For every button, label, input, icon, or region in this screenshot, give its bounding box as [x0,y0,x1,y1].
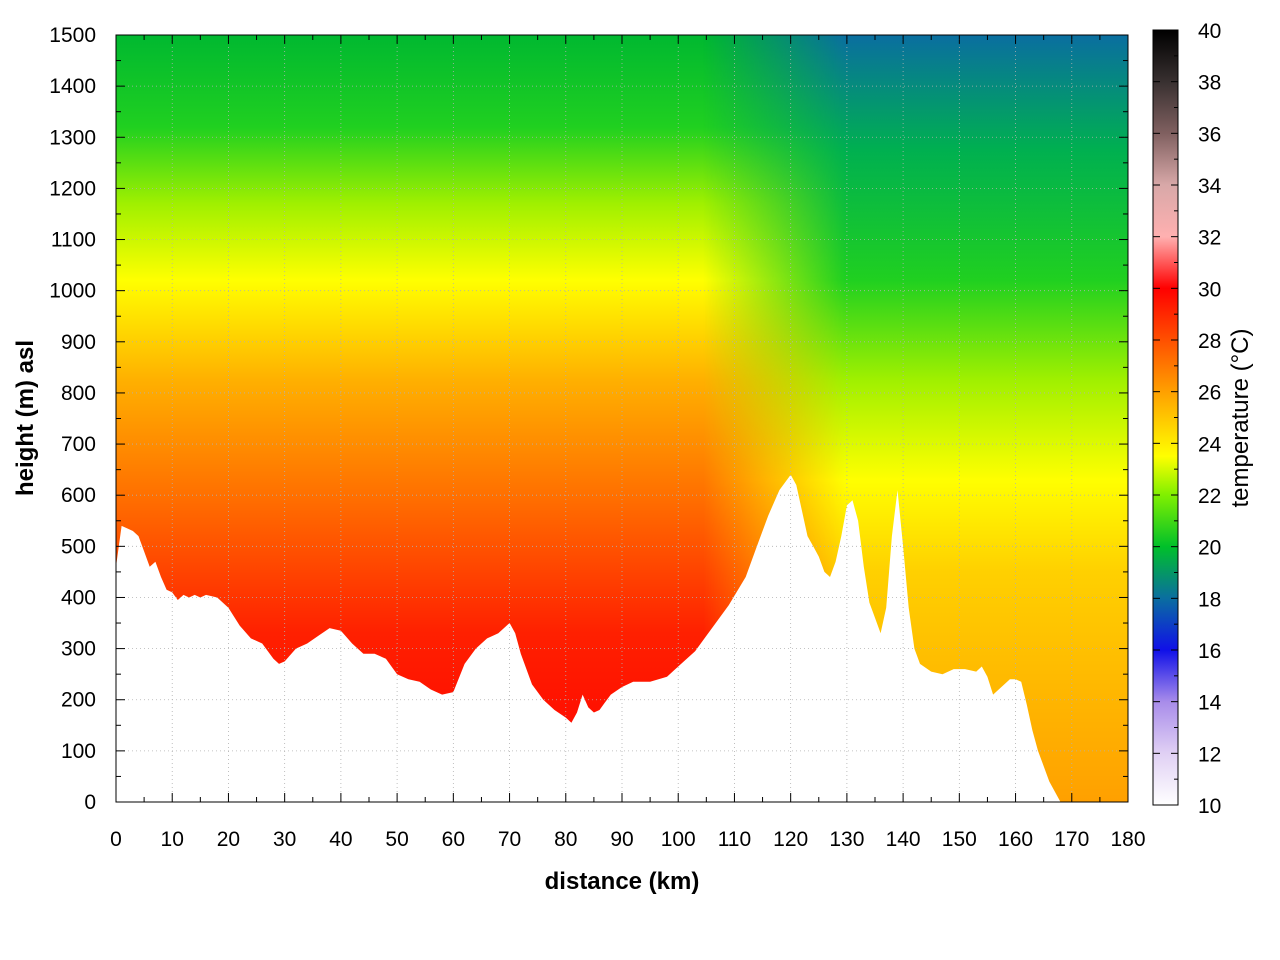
x-tick-label: 140 [886,828,921,851]
y-axis-ticks: 0 100 200 300 400 500 600 700 800 900 1000 1100 1200… [49,24,1128,814]
x-tick-label: 70 [498,828,521,851]
colorbar-tick-label: 32 [1198,227,1221,250]
y-tick-label: 300 [61,638,96,661]
colorbar-tick-label: 18 [1198,588,1221,611]
colorbar-tick-label: 28 [1198,330,1221,353]
colorbar-tick-label: 16 [1198,640,1221,663]
colorbar-tick-label: 26 [1198,382,1221,405]
colorbar-label: temperature (°C) [1227,329,1254,508]
x-tick-label: 170 [1054,828,1089,851]
x-tick-label: 10 [161,828,184,851]
x-tick-label: 100 [661,828,696,851]
grid [116,35,1128,802]
y-tick-label: 1500 [49,24,96,47]
colorbar [1152,29,1179,806]
plot-area [116,35,1128,802]
colorbar-tick-label: 12 [1198,743,1221,766]
x-tick-label: 130 [829,828,864,851]
y-tick-label: 200 [61,689,96,712]
colorbar-tick-label: 34 [1198,175,1222,198]
x-tick-label: 60 [442,828,465,851]
colorbar-ticks: 10 12 14 16 18 20 22 24 26 28 30 32 34 36 38 40 [1153,20,1222,818]
y-tick-label: 1200 [49,177,96,200]
y-tick-label: 1400 [49,75,96,98]
y-tick-label: 800 [61,382,96,405]
x-tick-label: 80 [554,828,577,851]
colorbar-tick-label: 20 [1198,537,1221,560]
y-tick-label: 500 [61,535,96,558]
colorbar-tick-label: 30 [1198,278,1221,301]
colorbar-tick-label: 40 [1198,20,1221,43]
x-tick-label: 180 [1110,828,1145,851]
x-tick-label: 110 [718,828,751,851]
colorbar-tick-label: 10 [1198,795,1221,818]
colorbar-tick-label: 36 [1198,123,1221,146]
y-tick-label: 400 [61,586,96,609]
y-tick-label: 600 [61,484,96,507]
x-axis-ticks: 0 10 20 30 40 50 60 70 80 90 100 110 120 130 140 150 160… [110,35,1146,851]
x-tick-label: 0 [110,828,122,851]
x-tick-label: 40 [329,828,352,851]
x-tick-label: 160 [998,828,1033,851]
y-axis-label: height (m) asl [12,340,39,496]
y-tick-label: 1300 [49,126,96,149]
colorbar-tick-label: 38 [1198,72,1221,95]
x-tick-label: 30 [273,828,296,851]
y-tick-label: 100 [61,740,96,763]
y-tick-label: 1000 [49,280,96,303]
colorbar-tick-label: 14 [1198,692,1222,715]
x-axis-label: distance (km) [545,868,700,895]
x-tick-label: 120 [773,828,808,851]
x-tick-label: 20 [217,828,240,851]
y-tick-label: 0 [84,791,96,814]
x-tick-label: 50 [385,828,408,851]
y-tick-label: 700 [61,433,96,456]
colorbar-tick-label: 22 [1198,485,1221,508]
terrain-mask [116,474,1128,802]
y-tick-label: 900 [61,331,96,354]
x-tick-label: 150 [942,828,977,851]
y-tick-label: 1100 [51,229,96,252]
colorbar-tick-label: 24 [1198,433,1222,456]
x-tick-label: 90 [610,828,633,851]
